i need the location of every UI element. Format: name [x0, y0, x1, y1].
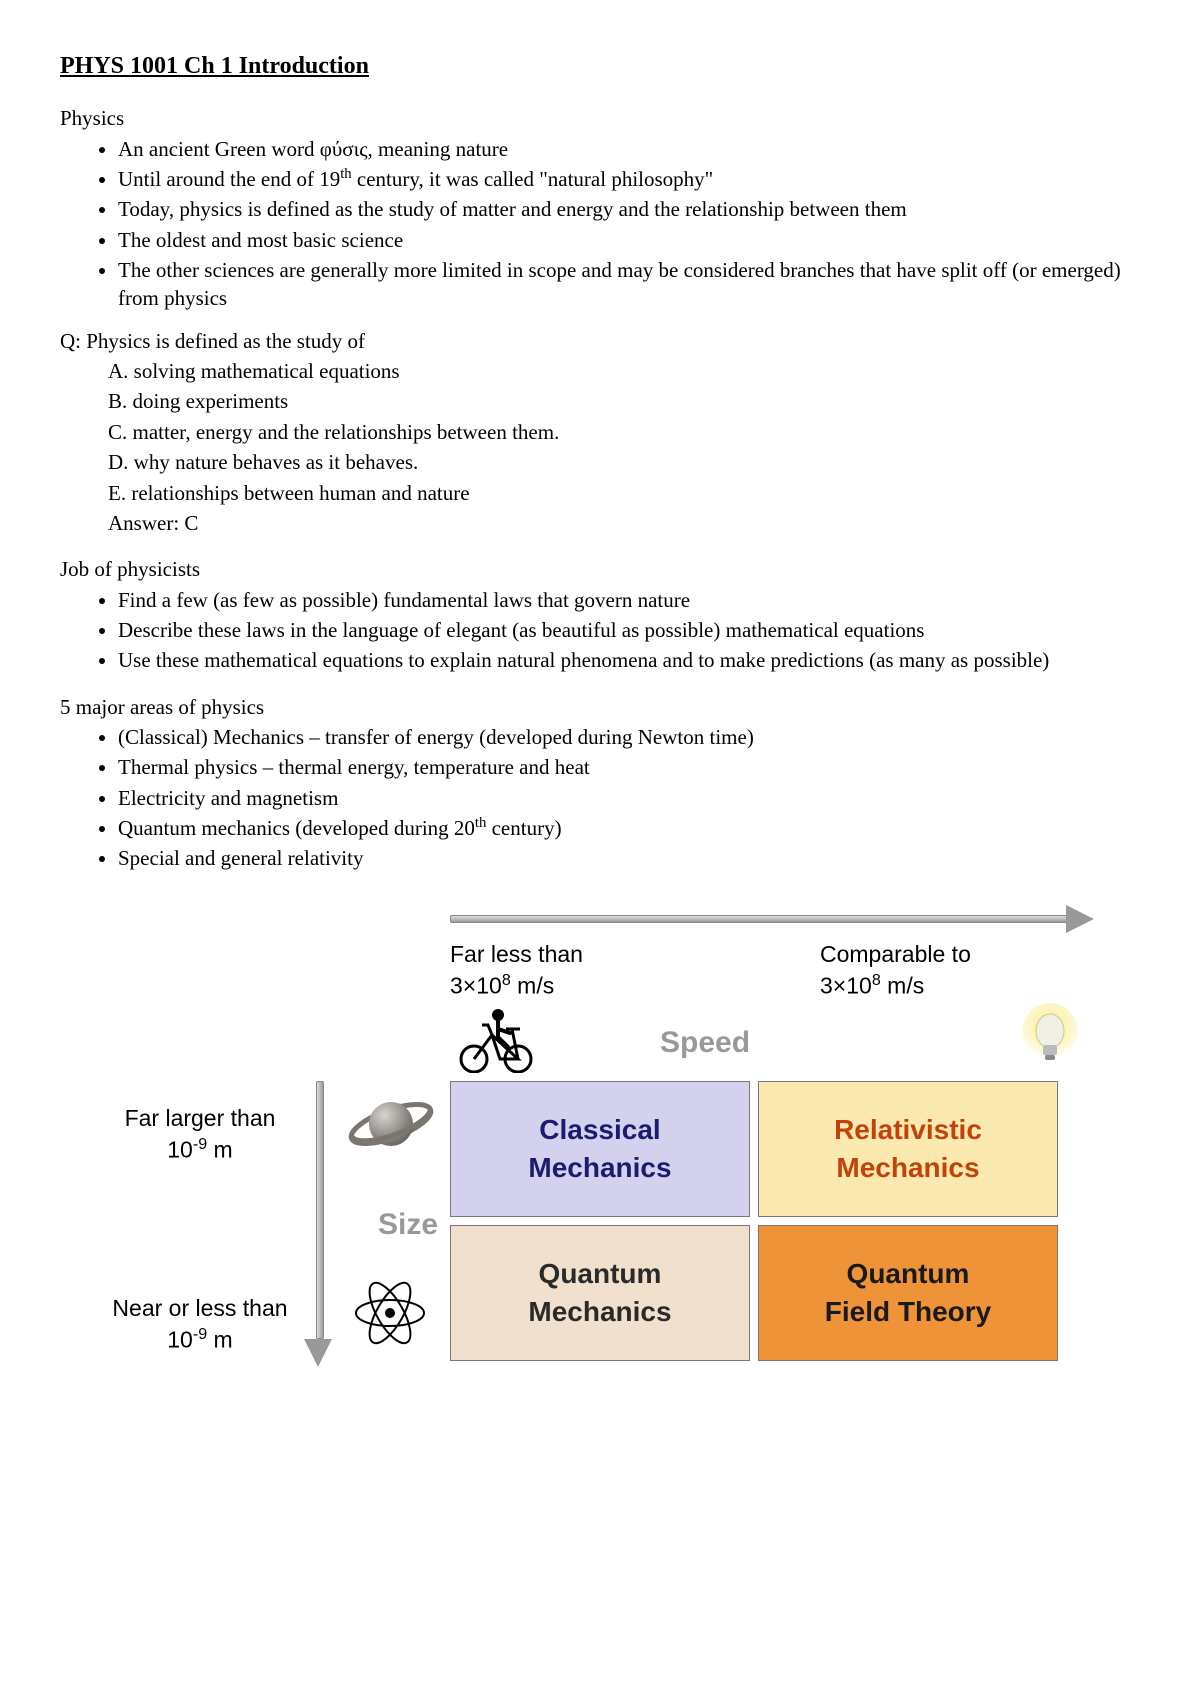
physics-bullets: An ancient Green word φύσις, meaning nat…: [60, 135, 1140, 313]
option-b: B. doing experiments: [108, 387, 1140, 415]
page-title: PHYS 1001 Ch 1 Introduction: [60, 50, 1140, 82]
list-item: Describe these laws in the language of e…: [118, 616, 1140, 644]
list-item: The oldest and most basic science: [118, 226, 1140, 254]
cell-qft: QuantumField Theory: [758, 1225, 1058, 1361]
job-heading: Job of physicists: [60, 555, 1140, 583]
question-answer: Answer: C: [60, 509, 1140, 537]
size-axis-label: Size: [378, 1205, 438, 1246]
question-text: Q: Physics is defined as the study of: [60, 327, 1140, 355]
list-item: The other sciences are generally more li…: [118, 256, 1140, 313]
cell-quantum: QuantumMechanics: [450, 1225, 750, 1361]
speed-axis-arrow: [450, 913, 1090, 931]
list-item: Special and general relativity: [118, 844, 1140, 872]
areas-bullets: (Classical) Mechanics – transfer of ener…: [60, 723, 1140, 873]
question-block: Q: Physics is defined as the study of A.…: [60, 327, 1140, 537]
list-item: Today, physics is defined as the study o…: [118, 195, 1140, 223]
list-item: Until around the end of 19th century, it…: [118, 165, 1140, 193]
list-item: (Classical) Mechanics – transfer of ener…: [118, 723, 1140, 751]
speed-axis-label: Speed: [660, 1023, 750, 1064]
bicycle-icon: [458, 1005, 536, 1073]
list-item: An ancient Green word φύσις, meaning nat…: [118, 135, 1140, 163]
list-item: Use these mathematical equations to expl…: [118, 646, 1140, 674]
list-item: Find a few (as few as possible) fundamen…: [118, 586, 1140, 614]
cell-classical: ClassicalMechanics: [450, 1081, 750, 1217]
list-item: Thermal physics – thermal energy, temper…: [118, 753, 1140, 781]
question-options: A. solving mathematical equations B. doi…: [60, 357, 1140, 507]
size-small-label: Near or less than10-9 m: [100, 1293, 300, 1356]
cell-relativistic: RelativisticMechanics: [758, 1081, 1058, 1217]
option-a: A. solving mathematical equations: [108, 357, 1140, 385]
lightbulb-icon: [1020, 1003, 1080, 1073]
physics-grid: ClassicalMechanics RelativisticMechanics…: [450, 1081, 1058, 1361]
list-item: Electricity and magnetism: [118, 784, 1140, 812]
speed-low-label: Far less than3×108 m/s: [450, 939, 583, 1002]
option-d: D. why nature behaves as it behaves.: [108, 448, 1140, 476]
option-c: C. matter, energy and the relationships …: [108, 418, 1140, 446]
option-e: E. relationships between human and natur…: [108, 479, 1140, 507]
job-bullets: Find a few (as few as possible) fundamen…: [60, 586, 1140, 675]
areas-heading: 5 major areas of physics: [60, 693, 1140, 721]
list-item: Quantum mechanics (developed during 20th…: [118, 814, 1140, 842]
size-big-label: Far larger than10-9 m: [100, 1103, 300, 1166]
speed-high-label: Comparable to3×108 m/s: [820, 939, 971, 1002]
atom-icon: [350, 1273, 430, 1353]
planet-icon: [346, 1089, 436, 1159]
physics-domains-diagram: Far less than3×108 m/s Comparable to3×10…: [100, 903, 1120, 1373]
size-axis-arrow: [314, 1081, 332, 1361]
physics-heading: Physics: [60, 104, 1140, 132]
